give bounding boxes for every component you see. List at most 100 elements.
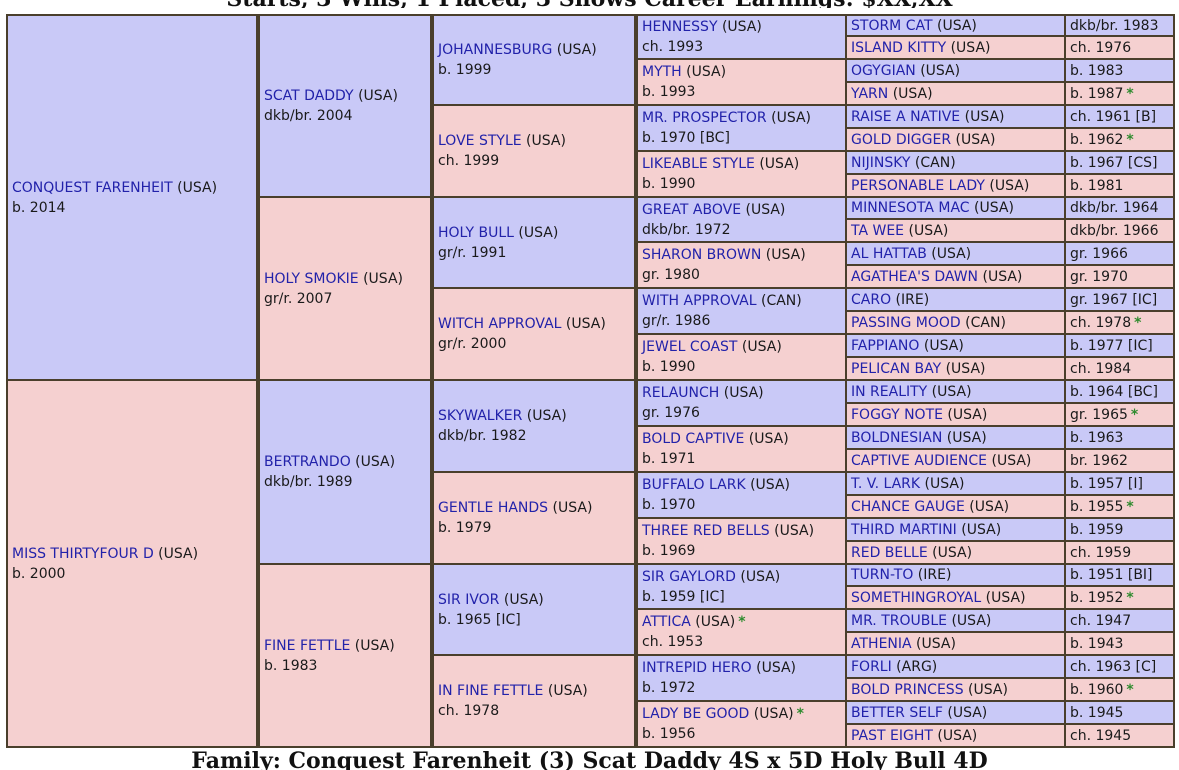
horse-name-link[interactable]: SCAT DADDY xyxy=(264,88,354,104)
horse-name-link[interactable]: MR. PROSPECTOR xyxy=(642,110,767,126)
horse-name-link[interactable]: RELAUNCH xyxy=(642,385,720,401)
dam-cell-gen4: LADY BE GOOD (USA) * b. 1956 xyxy=(638,702,845,746)
dam-cell-gen4: JEWEL COAST (USA) b. 1990 xyxy=(638,335,845,379)
horse-name-link[interactable]: YARN xyxy=(851,85,889,102)
horse-name-link[interactable]: GOLD DIGGER xyxy=(851,131,952,148)
horse-name-link[interactable]: LIKEABLE STYLE xyxy=(642,156,755,172)
horse-name-link[interactable]: FOGGY NOTE xyxy=(851,406,943,423)
horse-name-link[interactable]: MISS THIRTYFOUR D xyxy=(12,545,154,562)
horse-name-link[interactable]: SKYWALKER xyxy=(438,408,523,424)
horse-name-link[interactable]: WITCH APPROVAL xyxy=(438,316,562,332)
horse-origin: (USA) xyxy=(926,245,972,262)
horse-name-link[interactable]: FAPPIANO xyxy=(851,337,920,354)
horse-info-cell: ch. 1984 xyxy=(1066,358,1173,379)
horse-name-link[interactable]: BOLDNESIAN xyxy=(851,429,943,446)
dam-cell-gen3: GENTLE HANDS (USA) b. 1979 xyxy=(434,473,634,563)
horse-name-link[interactable]: ATTICA xyxy=(642,614,691,630)
horse-info: b. 1951 [BI] xyxy=(1070,567,1153,583)
horse-name-link[interactable]: IN REALITY xyxy=(851,383,928,400)
horse-name-link[interactable]: INTREPID HERO xyxy=(642,660,752,676)
horse-name-link[interactable]: THREE RED BELLS xyxy=(642,523,770,539)
horse-name-link[interactable]: OGYGIAN xyxy=(851,62,916,79)
horse-origin: (USA) xyxy=(911,635,956,652)
horse-name-link[interactable]: BETTER SELF xyxy=(851,704,943,721)
horse-info: ch. 1959 xyxy=(1070,544,1132,561)
horse-origin: (CAN) xyxy=(756,293,802,309)
horse-name-link[interactable]: PAST EIGHT xyxy=(851,727,933,744)
horse-name-link[interactable]: ISLAND KITTY xyxy=(851,39,947,56)
horse-name-link[interactable]: TURN-TO xyxy=(851,567,914,583)
horse-name-link[interactable]: PERSONABLE LADY xyxy=(851,177,985,194)
horse-name-link[interactable]: AGATHEA'S DAWN xyxy=(851,268,979,285)
horse-name-link[interactable]: FORLI xyxy=(851,658,892,675)
dam-cell-gen5: AGATHEA'S DAWN (USA) xyxy=(847,266,1064,287)
dam-cell-gen5: ATHENIA (USA) xyxy=(847,633,1064,654)
horse-name-link[interactable]: ATHENIA xyxy=(851,635,912,652)
horse-name-link[interactable]: SIR GAYLORD xyxy=(642,568,736,585)
horse-name-link[interactable]: SHARON BROWN xyxy=(642,247,762,263)
horse-origin: (USA) xyxy=(353,88,398,104)
horse-name-link[interactable]: IN FINE FETTLE xyxy=(438,683,544,699)
horse-name-link[interactable]: MR. TROUBLE xyxy=(851,612,948,629)
horse-name-link[interactable]: WITH APPROVAL xyxy=(642,293,757,309)
horse-info: b. 1990 xyxy=(642,176,696,192)
horse-name-link[interactable]: CARO xyxy=(851,291,892,308)
horse-name-link[interactable]: STORM CAT xyxy=(851,17,933,34)
horse-name-link[interactable]: HOLY SMOKIE xyxy=(264,270,359,287)
horse-name-link[interactable]: THIRD MARTINI xyxy=(851,521,957,538)
horse-name-link[interactable]: BOLD PRINCESS xyxy=(851,681,964,698)
horse-name-link[interactable]: HOLY BULL xyxy=(438,224,514,241)
horse-name-link[interactable]: CAPTIVE AUDIENCE xyxy=(851,452,988,469)
horse-info: b. 1990 xyxy=(642,359,696,375)
horse-name-link[interactable]: LOVE STYLE xyxy=(438,133,522,149)
horse-origin: (USA) xyxy=(919,337,964,354)
horse-name-link[interactable]: TA WEE xyxy=(851,222,905,239)
horse-info-cell: b. 1981 xyxy=(1066,175,1173,196)
horse-name-link[interactable]: FINE FETTLE xyxy=(264,637,351,654)
horse-name-link[interactable]: NIJINSKY xyxy=(851,154,911,171)
horse-info: br. 1962 xyxy=(1070,452,1128,469)
horse-origin: (USA) xyxy=(350,454,396,470)
horse-info: gr/r. 1991 xyxy=(438,244,507,261)
horse-name-link[interactable]: JOHANNESBURG xyxy=(438,42,553,58)
horse-name-link[interactable]: RED BELLE xyxy=(851,544,928,561)
horse-origin: (IRE) xyxy=(913,567,952,583)
horse-info: b. 1962 xyxy=(1070,131,1124,148)
horse-info: b. 1952 xyxy=(1070,589,1124,606)
horse-name-link[interactable]: SIR IVOR xyxy=(438,591,500,608)
horse-name-link[interactable]: MYTH xyxy=(642,64,682,80)
horse-name-link[interactable]: LADY BE GOOD xyxy=(642,706,750,722)
horse-name-link[interactable]: SOMETHINGROYAL xyxy=(851,589,982,606)
horse-info: gr. 1967 [IC] xyxy=(1070,291,1158,308)
horse-origin: (USA) xyxy=(942,406,988,423)
horse-name-link[interactable]: CHANCE GAUGE xyxy=(851,498,965,515)
horse-name-link[interactable]: RAISE A NATIVE xyxy=(851,108,961,125)
horse-info: ch. 1978 xyxy=(438,703,500,719)
horse-name-link[interactable]: T. V. LARK xyxy=(851,475,921,492)
horse-info-cell: b. 1983 xyxy=(1066,60,1173,81)
horse-name-link[interactable]: JEWEL COAST xyxy=(642,339,738,355)
sire-cell-gen1: CONQUEST FARENHEIT (USA) b. 2014 xyxy=(8,16,256,379)
horse-info-cell: gr. 1966 xyxy=(1066,243,1173,264)
horse-name-link[interactable]: AL HATTAB xyxy=(851,245,927,262)
horse-name-link[interactable]: BUFFALO LARK xyxy=(642,477,746,493)
horse-name-link[interactable]: GENTLE HANDS xyxy=(438,500,549,516)
horse-name-link[interactable]: CONQUEST FARENHEIT xyxy=(12,179,173,196)
horse-name-link[interactable]: MINNESOTA MAC xyxy=(851,200,970,216)
inbreeding-star-icon: * xyxy=(1126,85,1134,102)
horse-info-cell: b. 1967 [CS] xyxy=(1066,152,1173,173)
horse-name-link[interactable]: BERTRANDO xyxy=(264,454,351,470)
horse-name-link[interactable]: PELICAN BAY xyxy=(851,360,942,377)
dam-cell-gen5: FOGGY NOTE (USA) xyxy=(847,404,1064,425)
horse-name-link[interactable]: BOLD CAPTIVE xyxy=(642,431,745,447)
sire-cell-gen3: SKYWALKER (USA) dkb/br. 1982 xyxy=(434,381,634,471)
horse-info: gr/r. 1986 xyxy=(642,313,711,329)
dam-cell-gen5: SOMETHINGROYAL (USA) xyxy=(847,587,1064,608)
sire-cell-gen4: MR. PROSPECTOR (USA) b. 1970 [BC] xyxy=(638,106,845,150)
dam-cell-gen5: RED BELLE (USA) xyxy=(847,542,1064,563)
horse-name-link[interactable]: PASSING MOOD xyxy=(851,314,961,331)
horse-info: b. 1972 xyxy=(642,680,696,696)
horse-name-link[interactable]: HENNESSY xyxy=(642,19,718,35)
horse-name-link[interactable]: GREAT ABOVE xyxy=(642,201,742,218)
dam-cell-gen4: THREE RED BELLS (USA) b. 1969 xyxy=(638,519,845,563)
